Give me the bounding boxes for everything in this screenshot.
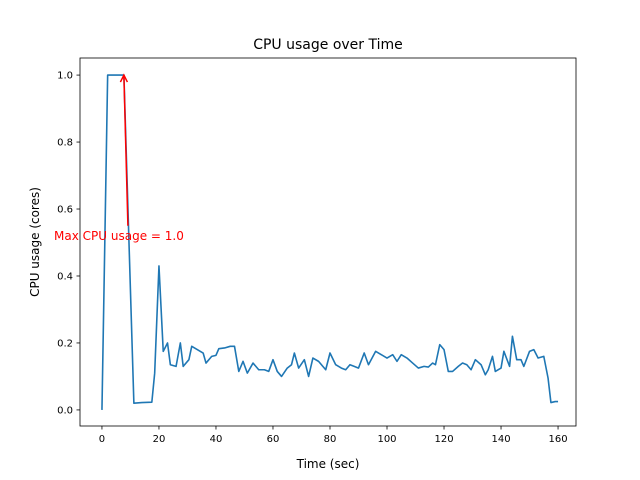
y-tick-label: 0.2 <box>57 338 73 349</box>
y-tick-label: 0.8 <box>57 138 73 149</box>
cpu-usage-line <box>101 74 559 410</box>
max-cpu-annotation: Max CPU usage = 1.0 <box>54 229 184 243</box>
annotation-arrow <box>123 76 129 226</box>
y-axis-label: CPU usage (cores) <box>28 187 42 297</box>
y-tick-label: 0.0 <box>57 405 73 416</box>
x-tick-label: 80 <box>324 434 337 445</box>
x-tick-label: 0 <box>99 434 105 445</box>
x-tick-label: 40 <box>210 434 223 445</box>
x-tick-label: 140 <box>491 434 510 445</box>
x-tick-label: 120 <box>434 434 453 445</box>
x-axis-label: Time (sec) <box>296 457 360 471</box>
y-tick-label: 1.0 <box>57 71 73 82</box>
axes-frame <box>79 57 577 427</box>
y-tick-label: 0.4 <box>57 271 73 282</box>
chart-title: CPU usage over Time <box>253 37 403 53</box>
x-tick-label: 20 <box>153 434 166 445</box>
x-tick-label: 100 <box>377 434 396 445</box>
y-tick-label: 0.6 <box>57 205 73 216</box>
annotation-arrowhead <box>119 73 129 83</box>
x-tick-label: 160 <box>548 434 567 445</box>
x-tick-label: 60 <box>267 434 280 445</box>
